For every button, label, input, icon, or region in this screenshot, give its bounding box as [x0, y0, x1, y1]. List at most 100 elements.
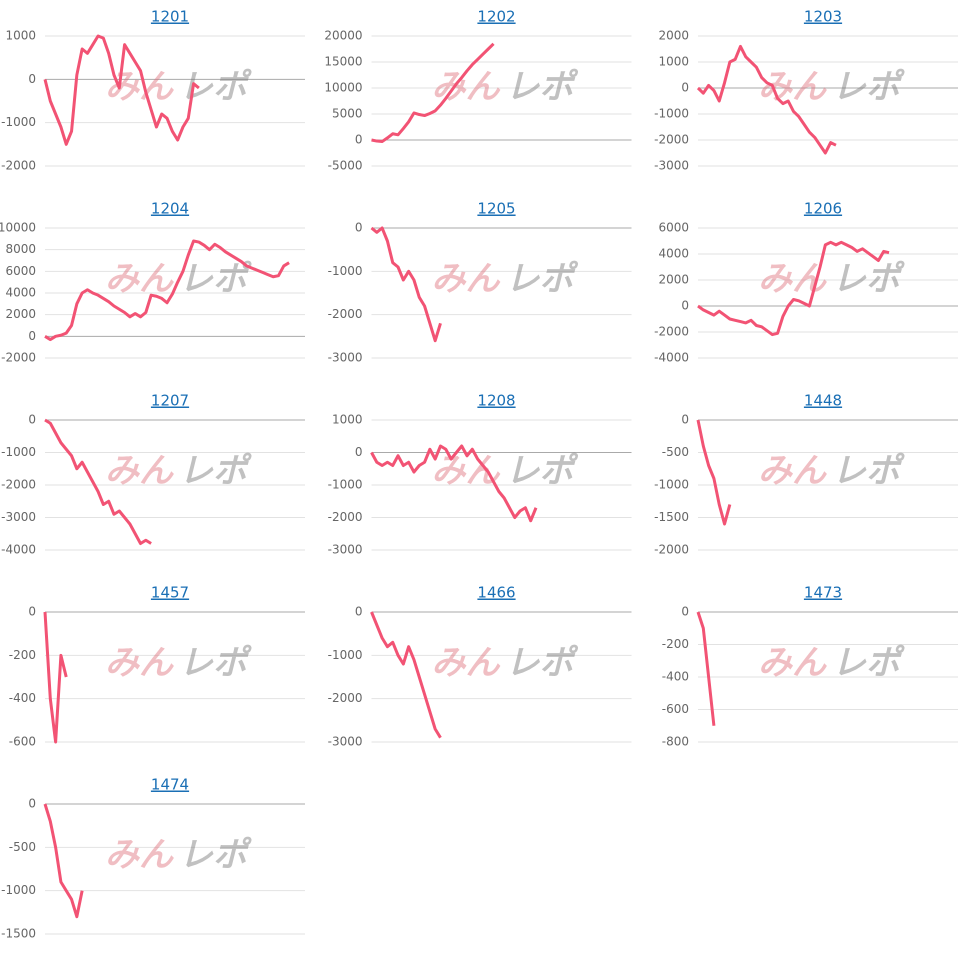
watermark: みん レポ — [432, 451, 579, 491]
y-tick-label: -1000 — [654, 478, 689, 492]
watermark-left: みん — [432, 643, 501, 683]
y-tick-label: -200 — [662, 637, 689, 651]
chart: 1473 -800 -600 -400 -200 0 みん レポ — [662, 584, 958, 749]
y-tick-label: -3000 — [654, 159, 689, 173]
y-tick-label: -4000 — [654, 351, 689, 365]
data-line — [370, 444, 538, 523]
chart-title[interactable]: 1206 — [804, 200, 842, 218]
chart-title[interactable]: 1466 — [477, 584, 515, 602]
y-tick-label: 20000 — [324, 29, 362, 43]
watermark: みん レポ — [758, 259, 905, 299]
y-tick-label: -2000 — [1, 159, 36, 173]
y-tick-label: 0 — [681, 605, 689, 619]
chart: 1203 -3000 -2000 -1000 0 1000 2000 みん レポ — [654, 8, 958, 173]
watermark-right: レポ — [506, 67, 579, 107]
y-tick-label: 8000 — [5, 242, 36, 256]
watermark: みん レポ — [105, 259, 252, 299]
y-tick-label: -800 — [662, 735, 689, 749]
chart-title[interactable]: 1204 — [151, 200, 189, 218]
y-tick-label: 0 — [355, 221, 363, 235]
y-tick-label: 10000 — [324, 81, 362, 95]
chart-title[interactable]: 1207 — [151, 392, 189, 410]
watermark-left: みん — [432, 451, 501, 491]
y-tick-label: 0 — [355, 133, 363, 147]
watermark: みん レポ — [432, 259, 579, 299]
watermark-right: レポ — [179, 643, 252, 683]
y-tick-label: -400 — [9, 691, 36, 705]
y-tick-label: -200 — [9, 648, 36, 662]
watermark-left: みん — [758, 643, 827, 683]
y-tick-label: -600 — [662, 702, 689, 716]
y-tick-label: 0 — [28, 797, 36, 811]
chart-title[interactable]: 1203 — [804, 8, 842, 26]
y-tick-label: 0 — [681, 413, 689, 427]
y-tick-label: 5000 — [332, 107, 363, 121]
data-line — [43, 803, 84, 919]
y-tick-label: 6000 — [5, 264, 36, 278]
watermark: みん レポ — [105, 835, 252, 875]
y-tick-label: 1000 — [332, 413, 363, 427]
chart: 1457 -600 -400 -200 0 みん レポ — [9, 584, 305, 749]
chart-title[interactable]: 1474 — [151, 776, 189, 794]
y-tick-label: -1000 — [328, 648, 363, 662]
data-line — [44, 418, 152, 545]
y-tick-label: -5000 — [328, 159, 363, 173]
chart-title[interactable]: 1473 — [804, 584, 842, 602]
data-line — [44, 239, 290, 342]
y-tick-label: -500 — [9, 840, 36, 854]
y-tick-label: 15000 — [324, 55, 362, 69]
y-tick-label: -2000 — [328, 307, 363, 321]
y-tick-label: -1500 — [1, 927, 36, 941]
y-tick-label: 4000 — [5, 286, 36, 300]
chart-title[interactable]: 1205 — [477, 200, 515, 218]
data-line — [370, 611, 442, 739]
watermark: みん レポ — [758, 67, 905, 107]
chart: 1205 -3000 -2000 -1000 0 みん レポ — [328, 200, 632, 365]
y-tick-label: -2000 — [654, 133, 689, 147]
y-tick-label: -4000 — [1, 543, 36, 557]
data-line — [371, 42, 495, 144]
chart: 1448 -2000 -1500 -1000 -500 0 みん レポ — [654, 392, 958, 557]
y-tick-label: 2000 — [658, 273, 689, 287]
y-tick-label: 4000 — [658, 247, 689, 261]
chart: 1201 -2000 -1000 0 1000 みん レポ — [1, 8, 305, 173]
y-tick-label: -3000 — [328, 735, 363, 749]
watermark-left: みん — [432, 259, 501, 299]
chart: 1208 -3000 -2000 -1000 0 1000 みん レポ — [328, 392, 632, 557]
chart-title[interactable]: 1208 — [477, 392, 515, 410]
y-tick-label: -1000 — [1, 445, 36, 459]
y-tick-label: -3000 — [328, 543, 363, 557]
chart-title[interactable]: 1457 — [151, 584, 189, 602]
y-tick-label: 10000 — [0, 221, 36, 235]
chart: 1206 -4000 -2000 0 2000 4000 6000 みん レポ — [654, 200, 958, 365]
y-tick-label: 6000 — [658, 221, 689, 235]
data-line — [697, 240, 890, 337]
watermark: みん レポ — [105, 643, 252, 683]
y-tick-label: -400 — [662, 670, 689, 684]
watermark-left: みん — [105, 67, 174, 107]
watermark-right: レポ — [506, 259, 579, 299]
watermark-left: みん — [758, 451, 827, 491]
y-tick-label: -2000 — [328, 691, 363, 705]
chart-title[interactable]: 1202 — [477, 8, 515, 26]
y-tick-label: -1000 — [328, 478, 363, 492]
y-tick-label: -3000 — [328, 351, 363, 365]
data-line — [370, 226, 442, 343]
y-tick-label: -1500 — [654, 510, 689, 524]
chart-title[interactable]: 1448 — [804, 392, 842, 410]
watermark: みん レポ — [105, 451, 252, 491]
watermark-right: レポ — [179, 259, 252, 299]
watermark-right: レポ — [506, 643, 579, 683]
y-tick-label: 0 — [28, 329, 36, 343]
y-tick-label: 0 — [28, 413, 36, 427]
y-tick-label: 0 — [355, 605, 363, 619]
watermark-right: レポ — [506, 451, 579, 491]
y-tick-label: -500 — [662, 445, 689, 459]
y-tick-label: 0 — [28, 605, 36, 619]
watermark-right: レポ — [832, 643, 905, 683]
chart-title[interactable]: 1201 — [151, 8, 189, 26]
y-tick-label: -2000 — [1, 478, 36, 492]
watermark-right: レポ — [179, 451, 252, 491]
data-line — [43, 611, 68, 744]
